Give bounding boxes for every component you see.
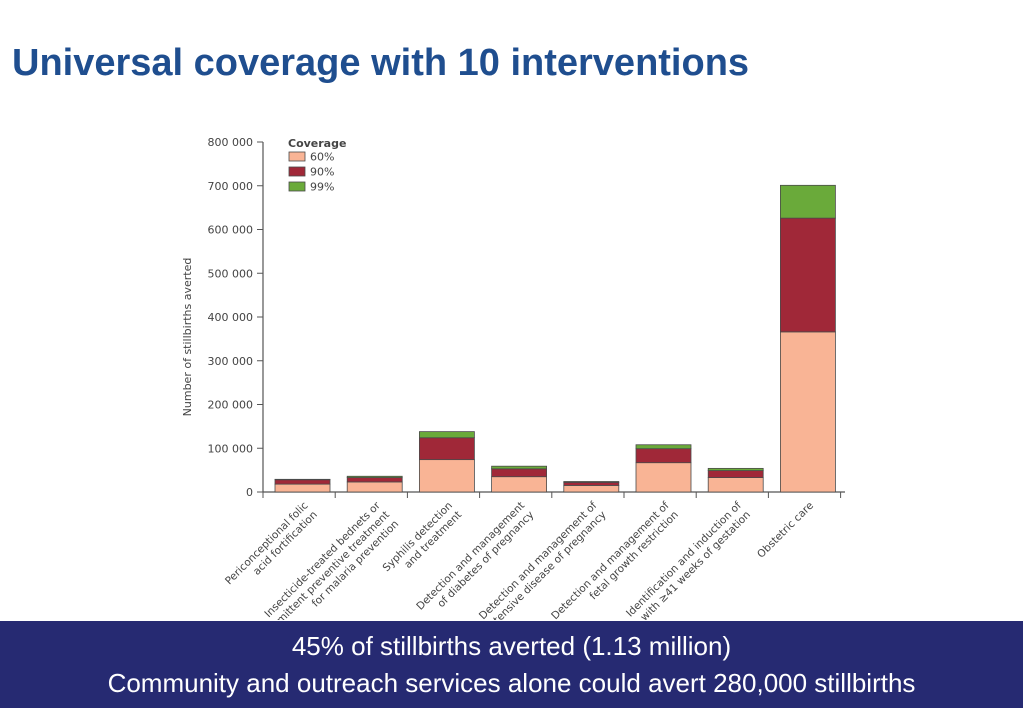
bar-segment (491, 465, 548, 470)
legend-title: Coverage (288, 137, 346, 150)
y-tick-label: 600 000 (208, 224, 254, 237)
footer-line-2: Community and outreach services alone co… (107, 668, 916, 698)
bar-segment (274, 479, 331, 485)
y-axis-label: Number of stillbirths averted (181, 258, 194, 417)
legend-swatch (288, 151, 306, 162)
slide-title: Universal coverage with 10 interventions (12, 42, 750, 84)
stacked-bar-chart: 0 100 000 200 000 300 000 400 000 500 000 600 … (181, 136, 845, 620)
bar-segment (563, 481, 620, 486)
y-tick-label: 700 000 (208, 180, 254, 193)
bar-segment (491, 468, 548, 478)
bar-segment (707, 470, 764, 478)
y-tick-label: 200 000 (208, 399, 254, 412)
bar-segment (563, 481, 620, 483)
legend-label: 90% (310, 166, 334, 179)
footer-line-1: 45% of stillbirths averted (1.13 million… (291, 631, 732, 661)
bar-segment (346, 481, 403, 493)
bar-segment (635, 444, 692, 450)
legend-label: 60% (310, 151, 334, 164)
footer-banner: 45% of stillbirths averted (1.13 million… (0, 621, 1023, 708)
bar-segment (346, 477, 403, 483)
y-tick-label: 800 000 (208, 136, 254, 149)
bar-segment (780, 331, 836, 493)
y-tick-label: 100 000 (208, 442, 254, 455)
legend-label: 99% (310, 181, 334, 194)
y-tick-label: 300 000 (208, 355, 254, 368)
bar-segment (707, 477, 764, 493)
bar-segment (418, 431, 475, 439)
bar-segment (635, 448, 692, 464)
bar-segment (491, 476, 548, 493)
y-tick-label: 0 (246, 486, 253, 499)
bar-segment (563, 485, 620, 493)
bar-segment (418, 459, 475, 493)
bar-segment (707, 467, 764, 471)
y-tick-label: 400 000 (208, 311, 254, 324)
bar-segment (274, 483, 331, 493)
bar-segment (418, 437, 475, 461)
bar-segment (346, 475, 403, 478)
bar-segment (635, 462, 692, 493)
bar-segment (780, 184, 836, 219)
x-category-label: Obstetric care (755, 500, 816, 561)
legend-swatch (288, 166, 306, 177)
bar-segment (780, 217, 836, 333)
legend-swatch (288, 181, 306, 192)
y-tick-label: 500 000 (208, 267, 254, 280)
